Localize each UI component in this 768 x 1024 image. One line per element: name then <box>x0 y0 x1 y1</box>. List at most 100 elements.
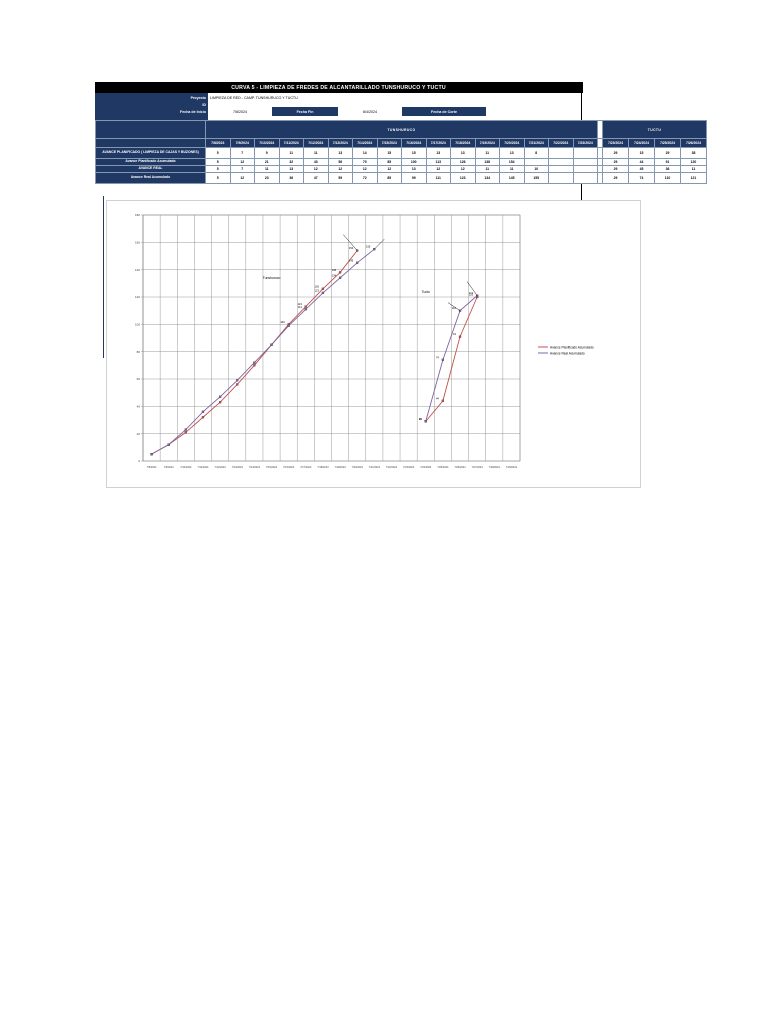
group-header-tuctu: TUCTU <box>602 120 707 139</box>
cell-tunshuruco-r1-c8[interactable]: 100 <box>401 158 427 166</box>
cell-tuctu-r1-c1[interactable]: 44 <box>628 158 655 166</box>
date-header-tuctu-0: 7/23/2024 <box>602 138 629 148</box>
x-tick-label-4: 7/12/2024 <box>215 466 227 469</box>
cell-tunshuruco-r3-c7[interactable]: 85 <box>376 172 402 184</box>
chart-annotation-0: Tunshuruco <box>263 276 281 280</box>
table-row: Avance Real Acumulado 5 12 23 36 47 59 72 85 99 11… <box>95 172 707 184</box>
cell-tunshuruco-r1-c1[interactable]: 12 <box>229 158 255 166</box>
cell-tunshuruco-r0-c2[interactable]: 9 <box>254 147 280 159</box>
cell-tunshuruco-r3-c3[interactable]: 36 <box>278 172 304 184</box>
cell-tunshuruco-r1-c3[interactable]: 32 <box>278 158 304 166</box>
cell-tunshuruco-r2-c1[interactable]: 7 <box>229 165 255 173</box>
cell-tunshuruco-r2-c5[interactable]: 12 <box>327 165 353 173</box>
cell-tunshuruco-r2-c0[interactable]: 5 <box>205 165 231 173</box>
cell-tunshuruco-r3-c4[interactable]: 47 <box>303 172 329 184</box>
cell-tunshuruco-r1-c9[interactable]: 113 <box>425 158 451 166</box>
cell-tunshuruco-r1-c13[interactable] <box>523 158 549 166</box>
cell-tunshuruco-r0-c15[interactable] <box>572 147 598 159</box>
cell-tuctu-r2-c1[interactable]: 45 <box>628 165 655 173</box>
cell-tunshuruco-r1-c5[interactable]: 56 <box>327 158 353 166</box>
cell-tunshuruco-r1-c0[interactable]: 5 <box>205 158 231 166</box>
x-tick-label-12: 7/20/2024 <box>352 466 364 469</box>
cell-tunshuruco-r2-c7[interactable]: 12 <box>376 165 402 173</box>
cell-tunshuruco-r0-c10[interactable]: 13 <box>450 147 476 159</box>
cell-tunshuruco-r1-c11[interactable]: 138 <box>474 158 500 166</box>
cell-tuctu-r0-c0[interactable]: 29 <box>602 147 629 159</box>
cell-tunshuruco-r0-c3[interactable]: 11 <box>278 147 304 159</box>
cell-tunshuruco-r3-c11[interactable]: 134 <box>474 172 500 184</box>
progress-table: TUNSHURUCO TUCTU 7/8/2024 7/9/2024 7/10/20… <box>95 120 707 184</box>
cell-tunshuruco-r0-c9[interactable]: 13 <box>425 147 451 159</box>
chart-legend: Avance Planificado Acumulado Avance Real … <box>538 345 594 355</box>
cell-tunshuruco-r3-c0[interactable]: 5 <box>205 172 231 184</box>
cell-tuctu-r3-c0[interactable]: 29 <box>602 172 629 184</box>
cell-tunshuruco-r2-c15[interactable] <box>572 165 598 173</box>
cell-tunshuruco-r1-c4[interactable]: 43 <box>303 158 329 166</box>
cell-tuctu-r3-c3[interactable]: 121 <box>680 172 707 184</box>
cell-tunshuruco-r2-c10[interactable]: 12 <box>450 165 476 173</box>
cell-tunshuruco-r2-c13[interactable]: 10 <box>523 165 549 173</box>
cell-tunshuruco-r0-c11[interactable]: 11 <box>474 147 500 159</box>
series-point-label-0-17: 44 <box>436 396 439 400</box>
fecha-fin-button[interactable]: Fecha Fin <box>272 107 338 116</box>
cell-tunshuruco-r0-c8[interactable]: 15 <box>401 147 427 159</box>
cell-tunshuruco-r2-c6[interactable]: 12 <box>352 165 378 173</box>
cell-tuctu-r3-c2[interactable]: 110 <box>654 172 681 184</box>
cell-tuctu-r3-c1[interactable]: 74 <box>628 172 655 184</box>
cell-tuctu-r0-c1[interactable]: 15 <box>628 147 655 159</box>
cell-tuctu-r0-c2[interactable]: 29 <box>654 147 681 159</box>
x-tick-label-10: 7/18/2024 <box>317 466 329 469</box>
cell-tunshuruco-r3-c10[interactable]: 123 <box>450 172 476 184</box>
cell-tunshuruco-r1-c14[interactable] <box>548 158 574 166</box>
cell-tuctu-r1-c2[interactable]: 91 <box>654 158 681 166</box>
x-tick-label-1: 7/9/2024 <box>164 466 174 469</box>
cell-tunshuruco-r0-c6[interactable]: 14 <box>352 147 378 159</box>
cell-tunshuruco-r3-c6[interactable]: 72 <box>352 172 378 184</box>
cell-tunshuruco-r3-c15[interactable] <box>572 172 598 184</box>
cell-tuctu-r1-c0[interactable]: 29 <box>602 158 629 166</box>
cell-tunshuruco-r1-c2[interactable]: 21 <box>254 158 280 166</box>
cell-tunshuruco-r0-c12[interactable]: 13 <box>499 147 525 159</box>
cell-tuctu-r0-c3[interactable]: 38 <box>680 147 707 159</box>
cell-tunshuruco-r3-c5[interactable]: 59 <box>327 172 353 184</box>
cell-tunshuruco-r0-c5[interactable]: 13 <box>327 147 353 159</box>
cell-tunshuruco-r2-c9[interactable]: 12 <box>425 165 451 173</box>
y-tick-label-160: 160 <box>135 241 140 245</box>
cell-tunshuruco-r0-c7[interactable]: 15 <box>376 147 402 159</box>
cell-tuctu-r2-c0[interactable]: 29 <box>602 165 629 173</box>
fecha-inicio-label: Fecha de Inicio <box>96 107 208 116</box>
cell-tunshuruco-r3-c14[interactable] <box>548 172 574 184</box>
cell-tunshuruco-r0-c4[interactable]: 11 <box>303 147 329 159</box>
cell-tunshuruco-r3-c2[interactable]: 23 <box>254 172 280 184</box>
proyecto-label: Proyecto <box>96 93 208 102</box>
cell-tunshuruco-r3-c8[interactable]: 99 <box>401 172 427 184</box>
cell-tuctu-r2-c3[interactable]: 11 <box>680 165 707 173</box>
cell-tunshuruco-r0-c0[interactable]: 5 <box>205 147 231 159</box>
cell-tunshuruco-r2-c12[interactable]: 11 <box>499 165 525 173</box>
cell-tunshuruco-r3-c9[interactable]: 111 <box>425 172 451 184</box>
cell-tunshuruco-r2-c4[interactable]: 12 <box>303 165 329 173</box>
fecha-corte-button[interactable]: Fecha de Corte <box>402 107 486 116</box>
series-point-1-3 <box>201 410 205 413</box>
date-header-tuctu-2: 7/25/2024 <box>654 138 681 148</box>
cell-tunshuruco-r0-c13[interactable]: 8 <box>523 147 549 159</box>
left-edge-rule <box>103 196 104 358</box>
cell-tunshuruco-r1-c6[interactable]: 70 <box>352 158 378 166</box>
cell-tunshuruco-r2-c11[interactable]: 11 <box>474 165 500 173</box>
cell-tunshuruco-r1-c7[interactable]: 85 <box>376 158 402 166</box>
cell-tunshuruco-r2-c14[interactable] <box>548 165 574 173</box>
cell-tunshuruco-r2-c3[interactable]: 13 <box>278 165 304 173</box>
cell-tunshuruco-r3-c1[interactable]: 12 <box>229 172 255 184</box>
cell-tuctu-r2-c2[interactable]: 36 <box>654 165 681 173</box>
cell-tunshuruco-r3-c13[interactable]: 155 <box>523 172 549 184</box>
cell-tunshuruco-r1-c10[interactable]: 126 <box>450 158 476 166</box>
cell-tunshuruco-r0-c1[interactable]: 7 <box>229 147 255 159</box>
cell-tunshuruco-r1-c12[interactable]: 154 <box>499 158 525 166</box>
cell-tunshuruco-r3-c12[interactable]: 145 <box>499 172 525 184</box>
cell-tunshuruco-r2-c2[interactable]: 11 <box>254 165 280 173</box>
cell-tunshuruco-r1-c15[interactable] <box>572 158 598 166</box>
cell-tunshuruco-r0-c14[interactable] <box>548 147 574 159</box>
x-tick-label-13: 7/21/2024 <box>369 466 381 469</box>
cell-tunshuruco-r2-c8[interactable]: 13 <box>401 165 427 173</box>
cell-tuctu-r1-c3[interactable]: 120 <box>680 158 707 166</box>
